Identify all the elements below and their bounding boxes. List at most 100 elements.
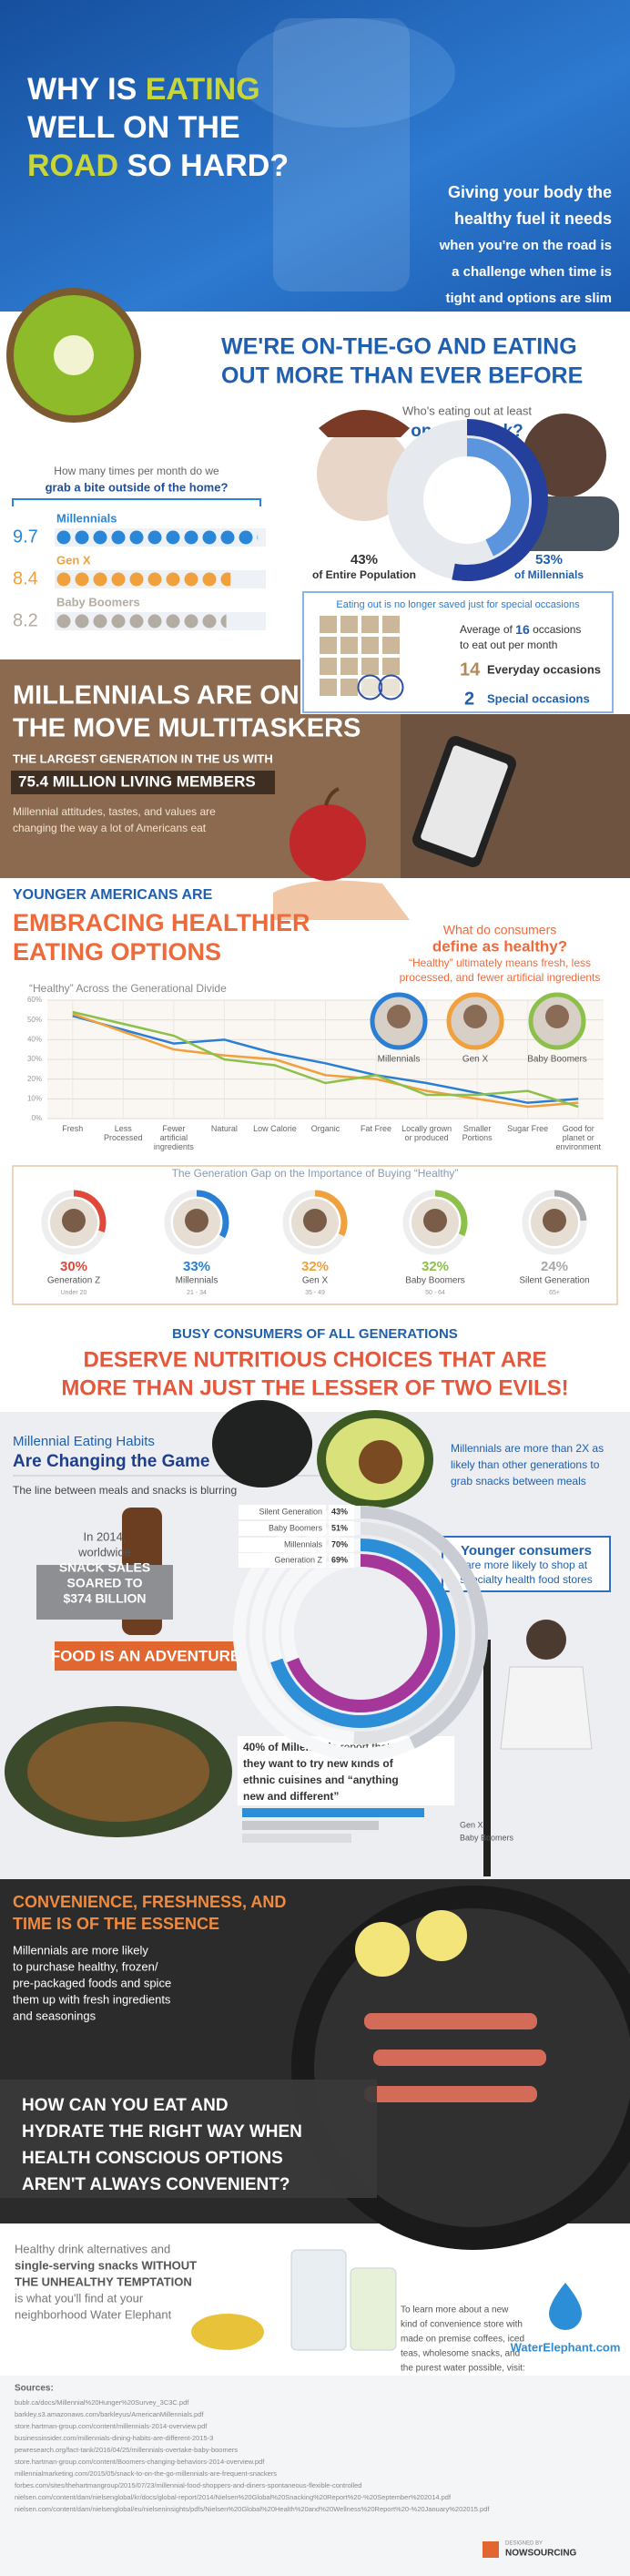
body-text: To learn more about a new [401,2305,509,2315]
title-part: WHY IS [27,72,146,107]
intro: when you're on the road is [439,238,612,253]
dot-row [55,612,227,630]
bar [242,1821,379,1830]
body-text: pre-packaged foods and spice [13,1976,171,1989]
x-tick-box: Sugar Free [507,1124,548,1133]
runner-head [526,1620,566,1660]
source: pewresearch.org/fact-tank/2016/04/25/mil… [15,2446,238,2454]
value-label: 43% [331,1507,348,1516]
apple [290,804,366,881]
plate-inner [314,1908,630,2227]
designer-logo [483,2541,499,2558]
title-part: EATING [146,72,260,107]
x-tick-box: Organic [311,1124,340,1133]
value-box [329,1505,354,1519]
x-tick-box: Fresh [62,1124,83,1133]
category-label: Silent Generation [259,1507,322,1516]
legend-label: Gen X [462,1055,489,1065]
title: WELL ON THE [27,110,240,145]
intro: Giving your body the [448,183,612,201]
section-title: EMBRACING HEALTHIER [13,909,310,936]
ring-arc [314,1190,348,1237]
kicker: Millennial Eating Habits [13,1434,155,1449]
section-title: EATING OPTIONS [13,938,221,966]
occasion-square [320,637,337,654]
intro: a challenge when time is [452,264,612,280]
body-text: Healthy drink alternatives and [15,2242,170,2255]
headline: OUT MORE THAN EVER BEFORE [221,363,583,389]
avocado-pit [359,1440,402,1484]
intro: healthy fuel it needs [454,210,612,228]
value-label: 53% [535,552,563,567]
age-label: Under 20 [61,1290,87,1296]
value-label: 8.2 [13,610,38,630]
occasions-average-part: 16 [515,622,530,637]
headline: WE'RE ON-THE-GO AND EATING [221,334,577,360]
y-tick-label: 50% [27,1016,42,1024]
category-label: Gen X [302,1276,329,1286]
question: grab a bite outside of the home? [46,480,229,494]
glass [350,2267,397,2351]
y-tick-label: 20% [27,1075,42,1083]
ring-arc [554,1190,587,1222]
specialty: specialty health food stores [460,1573,592,1586]
sources-background [0,2376,630,2576]
occasions-average-part: occasions [530,623,582,636]
question: How many times per month do we [54,465,219,477]
ring-arc [73,1190,107,1232]
value-label: 9.7 [13,526,38,547]
y-tick-label: 60% [27,996,42,1004]
x-tick-box: Fat Free [361,1124,391,1133]
occasions-title: Eating out is no longer saved just for s… [336,599,580,610]
section-title: CONVENIENCE, FRESHNESS, AND [13,1893,286,1911]
radial-arc [287,1554,440,1712]
radial-arc [353,1522,472,1744]
skewer [373,2050,546,2066]
snack-sales-box [36,1565,173,1620]
y-tick-label: 10% [27,1094,42,1102]
source: nielsen.com/content/dam/nielsenglobal/eu… [15,2505,490,2513]
section-title: DESERVE NUTRITIOUS CHOICES THAT ARE [84,1347,547,1372]
x-tick-box: Locally grown or produced [401,1124,452,1142]
body-text: is what you'll find at your [15,2291,144,2305]
x-tick-box: Good for planet or environment [555,1124,601,1151]
age-label: 21 - 34 [187,1290,207,1296]
category-label: Millennials [56,511,117,525]
title: WHY IS EATING [27,72,260,107]
label-box [239,1553,326,1568]
legend-face [545,1005,569,1028]
question: AREN'T ALWAYS CONVENIENT? [22,2175,290,2194]
occasion-square [320,658,337,675]
question: HYDRATE THE RIGHT WAY WHEN [22,2122,302,2142]
special-circle [357,674,383,700]
ring-arc [434,1190,468,1237]
occasions-number: 14 [460,659,481,680]
x-tick-label: Good for planet or environment [555,1124,601,1151]
value-label: 30% [60,1259,87,1274]
question-box [0,2080,377,2198]
answer: “Healthy” ultimately means fresh, less [409,956,591,969]
platter-food [27,1722,209,1822]
occasion-square [382,658,400,675]
section-title: MILLENNIALS ARE ON [13,681,300,710]
occasion-square [320,616,337,633]
radial-arc [360,1506,488,1749]
body-text: made on premise coffees, iced [401,2335,524,2345]
hand-shape [237,18,455,128]
lemon [355,1922,410,1977]
occasion-square [382,637,400,654]
bananas [191,2314,264,2350]
x-tick-box: Natural [211,1124,238,1133]
question: What do consumers [443,923,557,937]
source: forbes.com/sites/thehartmangroup/2015/07… [15,2481,361,2489]
value-label: 43% [351,552,378,567]
ring-arc [196,1190,229,1239]
occasion-square [361,679,379,696]
legend-label: Baby Boomers [527,1055,587,1065]
subtitle: THE LARGEST GENERATION IN THE US WITH [13,751,273,765]
title-part: SO HARD? [118,148,289,183]
avatar-face [543,1209,566,1232]
occasions-number: 2 [464,689,474,709]
radial-arc [270,1538,455,1728]
site: WaterElephant.com [511,2340,621,2354]
